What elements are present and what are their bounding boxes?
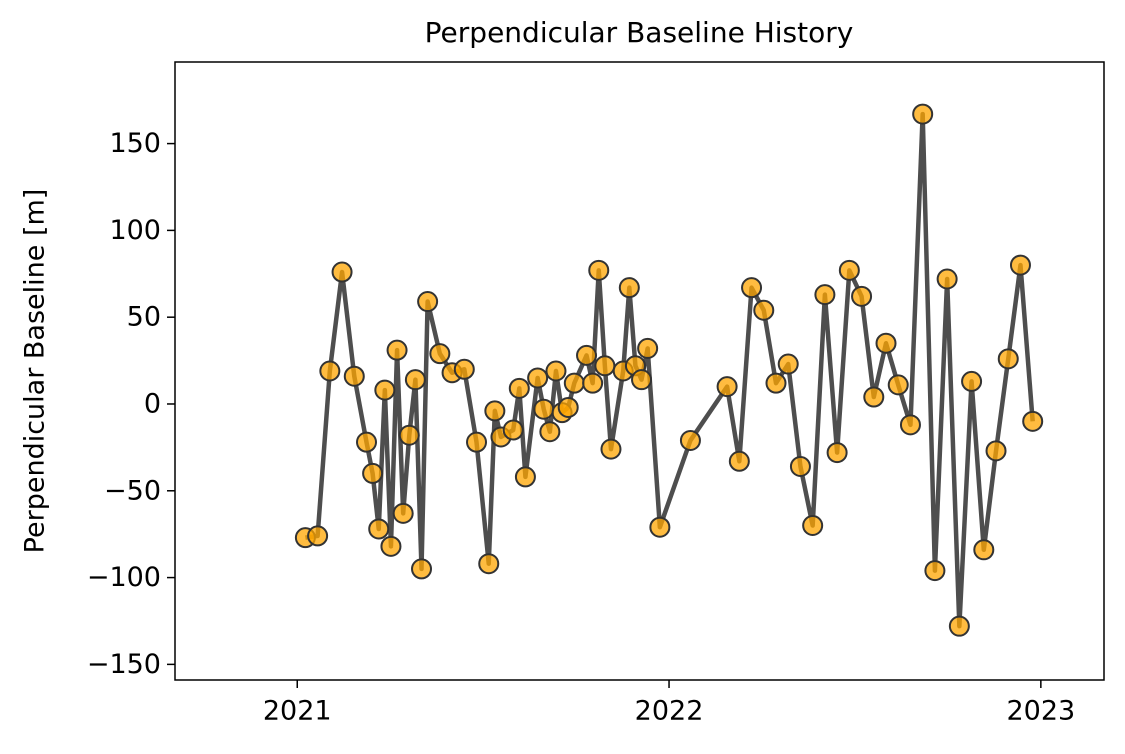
marker — [618, 277, 640, 299]
marker — [368, 518, 390, 540]
marker — [392, 502, 414, 524]
marker — [753, 299, 775, 321]
marker — [716, 376, 738, 398]
marker — [533, 398, 555, 420]
marker — [362, 462, 384, 484]
marker — [594, 355, 616, 377]
y-axis-label: Perpendicular Baseline [m] — [20, 189, 51, 554]
y-tick-label: 150 — [109, 128, 161, 159]
marker — [411, 558, 433, 580]
marker — [948, 615, 970, 637]
marker — [343, 365, 365, 387]
marker — [563, 372, 585, 394]
marker — [741, 277, 763, 299]
marker — [484, 400, 506, 422]
x-tick-label: 2022 — [635, 696, 704, 727]
marker — [331, 261, 353, 283]
marker — [600, 438, 622, 460]
y-tick-label: 50 — [127, 302, 161, 333]
marker — [887, 374, 909, 396]
marker — [508, 377, 530, 399]
marker — [912, 103, 934, 125]
y-tick-label: −50 — [104, 475, 161, 506]
marker — [380, 535, 402, 557]
marker — [826, 442, 848, 464]
marker — [765, 372, 787, 394]
marker — [386, 339, 408, 361]
marker — [557, 396, 579, 418]
marker — [924, 560, 946, 582]
marker — [1009, 254, 1031, 276]
marker — [631, 369, 653, 391]
marker — [899, 414, 921, 436]
marker — [404, 369, 426, 391]
y-tick-label: −150 — [87, 649, 161, 680]
marker — [863, 386, 885, 408]
marker — [356, 431, 378, 453]
marker — [997, 348, 1019, 370]
marker — [936, 268, 958, 290]
plot-frame — [174, 61, 1105, 681]
marker — [814, 284, 836, 306]
marker — [307, 525, 329, 547]
marker — [319, 360, 341, 382]
marker — [478, 553, 500, 575]
y-tick-label: 0 — [144, 388, 161, 419]
marker — [527, 367, 549, 389]
chart-title: Perpendicular Baseline History — [425, 16, 854, 49]
x-tick-label: 2021 — [263, 696, 332, 727]
marker — [728, 450, 750, 472]
marker — [961, 370, 983, 392]
marker — [514, 466, 536, 488]
marker — [417, 291, 439, 313]
marker — [545, 360, 567, 382]
marker — [374, 379, 396, 401]
marker — [875, 332, 897, 354]
marker — [789, 455, 811, 477]
marker — [679, 429, 701, 451]
x-tick-label: 2023 — [1006, 696, 1075, 727]
marker — [588, 259, 610, 281]
marker — [582, 372, 604, 394]
y-tick-label: 100 — [109, 215, 161, 246]
marker — [502, 419, 524, 441]
y-tick-label: −100 — [87, 562, 161, 593]
marker — [985, 440, 1007, 462]
marker — [649, 516, 671, 538]
marker — [838, 259, 860, 281]
marker — [453, 358, 475, 380]
marker — [429, 343, 451, 365]
marker — [637, 337, 659, 359]
marker — [802, 515, 824, 536]
marker — [466, 431, 488, 453]
marker — [1022, 410, 1044, 432]
marker — [777, 353, 799, 375]
marker — [398, 424, 420, 446]
marker — [851, 285, 873, 307]
marker — [576, 344, 598, 366]
marker — [973, 539, 995, 561]
marker — [539, 421, 561, 443]
